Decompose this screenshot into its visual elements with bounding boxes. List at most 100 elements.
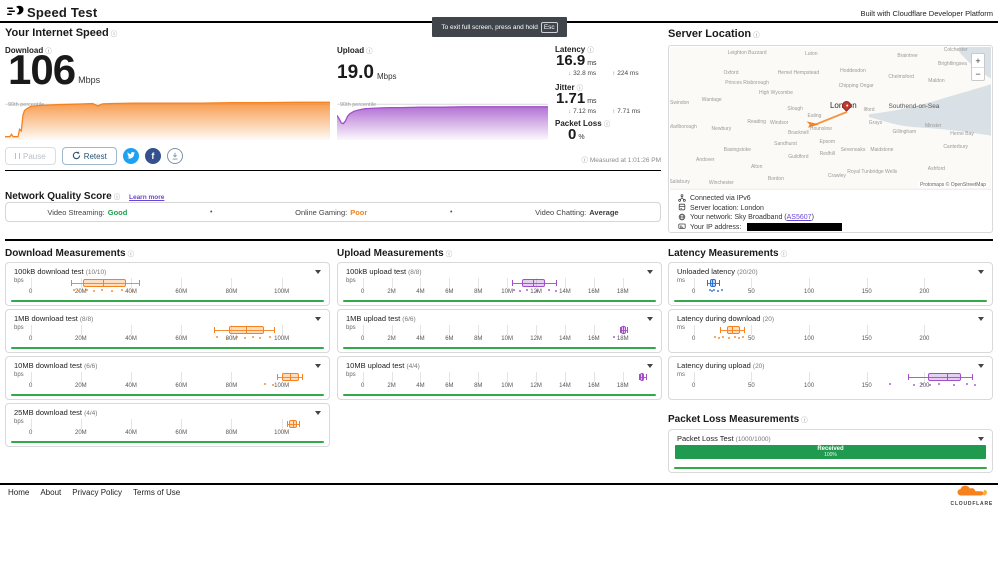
progress-line <box>11 300 324 302</box>
map-city-label: Herne Bay <box>950 131 974 138</box>
retest-icon <box>72 150 81 162</box>
info-icon[interactable]: ⓘ <box>110 31 118 38</box>
client-location-marker <box>806 121 820 128</box>
card-count: (4/4) <box>406 363 420 370</box>
download-value: 106 Mbps <box>8 46 101 93</box>
map-city-label: Southend-on-Sea <box>888 102 940 110</box>
footer-link-about[interactable]: About <box>40 488 62 497</box>
map-city-label: Marlborough <box>670 124 697 131</box>
percentile-label: 90th percentile <box>8 102 45 108</box>
divider <box>5 239 993 241</box>
chevron-down-icon[interactable] <box>315 270 321 274</box>
map-attribution[interactable]: Protomaps © OpenStreetMap <box>918 182 988 188</box>
map-city-label: Bordon <box>767 175 784 182</box>
info-icon[interactable]: ⓘ <box>801 417 808 424</box>
map-city-label: Sandhurst <box>774 141 797 148</box>
jitter-stat: Jitter ⓘ 1.71 ms ↓ 7.12 ms ↑ 7.71 ms <box>555 83 641 115</box>
cloudflare-cloud-icon <box>953 484 991 502</box>
measurement-card-1mb-upload: 1MB upload test (6/6) bps 0 2M 4M 6M 8M 10M 12M… <box>337 309 662 353</box>
download-results-button[interactable] <box>166 148 183 164</box>
toast-text: To exit full screen, press and hold <box>441 23 538 31</box>
info-icon[interactable]: ⓘ <box>45 48 52 55</box>
download-area-chart: 90th percentile <box>5 99 330 140</box>
facebook-share-button[interactable]: f <box>144 148 161 164</box>
info-icon[interactable]: ⓘ <box>780 251 788 258</box>
footer-links: Home About Privacy Policy Terms of Use <box>8 488 180 497</box>
boxplot-chart: bps 0 20M 40M 60M 80M 100M <box>14 278 290 295</box>
chevron-down-icon[interactable] <box>647 270 653 274</box>
map[interactable]: Leighton Buzzard Luton Braintree Colchester… <box>670 47 991 190</box>
map-city-label: Gillingham <box>892 128 917 135</box>
twitter-share-button[interactable] <box>122 148 139 164</box>
info-icon[interactable]: ⓘ <box>587 47 594 54</box>
cloudflare-logo[interactable]: CLOUDFLARE <box>951 484 993 507</box>
zoom-out-button[interactable]: − <box>972 67 984 80</box>
card-title: 10MB upload test <box>346 361 405 370</box>
map-city-label: Crawley <box>827 172 846 179</box>
map-city-label: Epsom <box>819 138 836 145</box>
info-icon[interactable]: ⓘ <box>445 251 453 258</box>
map-city-label: Braintree <box>897 52 918 59</box>
packet-loss-received-bar: Received 100% <box>675 445 986 459</box>
info-icon[interactable]: ⓘ <box>603 121 611 128</box>
connection-type-row: Connected via IPv6 <box>678 193 984 204</box>
map-city-label: Oxford <box>723 69 739 76</box>
zoom-in-button[interactable]: + <box>975 55 981 66</box>
card-title: Packet Loss Test <box>677 434 734 443</box>
chevron-down-icon[interactable] <box>978 437 984 441</box>
chevron-down-icon[interactable] <box>647 364 653 368</box>
download-label: Download ⓘ <box>5 46 52 55</box>
server-details: Connected via IPv6 Server location: Lond… <box>678 193 984 232</box>
info-icon[interactable]: ⓘ <box>576 85 584 92</box>
map-city-label: Guildford <box>788 154 809 161</box>
chevron-down-icon[interactable] <box>315 364 321 368</box>
pause-button[interactable]: Pause <box>5 147 56 165</box>
latency-measurements-title: Latency Measurements ⓘ <box>668 248 788 259</box>
chevron-down-icon[interactable] <box>978 364 984 368</box>
card-title: 25MB download test <box>14 408 82 417</box>
info-icon[interactable]: ⓘ <box>113 194 121 201</box>
chevron-down-icon[interactable] <box>315 317 321 321</box>
chevron-down-icon[interactable] <box>647 317 653 321</box>
map-city-label: Chelmsford <box>888 74 914 81</box>
jitter-during-download: ↓ 7.12 ms <box>568 108 597 115</box>
axis-unit: ms <box>677 372 685 378</box>
latency-stat: Latency ⓘ 16.9 ms ↓ 32.8 ms ↑ 224 ms <box>555 45 639 77</box>
packet-loss-measurements-title: Packet Loss Measurements ⓘ <box>668 414 808 425</box>
retest-button[interactable]: Retest <box>61 147 117 165</box>
chevron-down-icon[interactable] <box>978 317 984 321</box>
chevron-down-icon[interactable] <box>315 411 321 415</box>
built-with-label: Built with Cloudflare Developer Platform <box>860 9 993 18</box>
info-icon[interactable]: ⓘ <box>127 251 135 258</box>
packet-loss-card: Packet Loss Test (1000/1000) Received 10… <box>668 429 993 473</box>
download-arrow-icon: ↓ <box>568 70 572 77</box>
chevron-down-icon[interactable] <box>978 270 984 274</box>
learn-more-link[interactable]: Learn more <box>128 194 165 201</box>
map-city-label: Colchester <box>943 47 968 53</box>
measurement-card-25mb-download: 25MB download test (4/4) bps 0 20M 40M 60M 80… <box>5 403 330 447</box>
divider <box>5 170 661 171</box>
footer-link-privacy[interactable]: Privacy Policy <box>72 488 123 497</box>
map-city-label: Reading <box>747 118 766 125</box>
axis-unit: bps <box>14 419 24 425</box>
separator-dot: • <box>209 208 213 216</box>
footer-link-home[interactable]: Home <box>8 488 30 497</box>
map-city-label: Sevenoaks <box>840 147 866 154</box>
card-title: Latency during download <box>677 314 761 323</box>
card-count: (8/8) <box>79 316 94 323</box>
network-quality-row: Video Streaming: Good • Online Gaming: Poo… <box>5 202 661 222</box>
download-arrow-icon: ↓ <box>568 108 572 115</box>
axis-unit: bps <box>14 325 24 331</box>
card-count: (6/6) <box>84 363 98 370</box>
card-count: (20/20) <box>737 269 758 276</box>
map-city-label: Salisbury <box>670 178 690 185</box>
footer-link-terms[interactable]: Terms of Use <box>133 488 181 497</box>
card-title: 100kB upload test <box>346 267 407 276</box>
upload-arrow-icon: ↑ <box>612 108 616 115</box>
progress-line <box>11 394 324 396</box>
asn-link[interactable]: AS5607 <box>786 214 812 222</box>
info-icon[interactable]: ⓘ <box>366 48 373 55</box>
info-icon[interactable]: ⓘ <box>753 32 760 39</box>
your-network-row: Your network: Sky Broadband (AS5607) <box>678 213 984 223</box>
